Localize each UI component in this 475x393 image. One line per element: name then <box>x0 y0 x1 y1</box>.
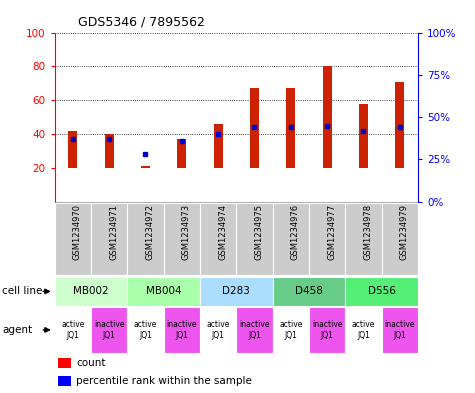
Bar <box>55 277 127 306</box>
Bar <box>127 307 163 353</box>
Text: GSM1234973: GSM1234973 <box>182 204 191 261</box>
Bar <box>309 307 345 353</box>
Bar <box>177 139 186 168</box>
Text: D283: D283 <box>222 286 250 296</box>
Text: GSM1234974: GSM1234974 <box>218 204 227 260</box>
Bar <box>250 88 259 168</box>
Bar <box>359 104 368 168</box>
Text: active
JQ1: active JQ1 <box>279 320 303 340</box>
Text: percentile rank within the sample: percentile rank within the sample <box>76 376 252 386</box>
Bar <box>273 277 345 306</box>
Text: GSM1234978: GSM1234978 <box>363 204 372 261</box>
Bar <box>104 134 114 168</box>
Text: GSM1234972: GSM1234972 <box>145 204 154 260</box>
Bar <box>345 203 381 275</box>
Bar <box>309 203 345 275</box>
Bar <box>58 376 71 386</box>
Text: D458: D458 <box>295 286 323 296</box>
Bar <box>163 203 200 275</box>
Text: MB002: MB002 <box>73 286 109 296</box>
Bar <box>395 82 404 168</box>
Text: GSM1234979: GSM1234979 <box>400 204 409 260</box>
Text: D556: D556 <box>368 286 396 296</box>
Bar <box>345 307 381 353</box>
Text: inactive
JQ1: inactive JQ1 <box>385 320 415 340</box>
Text: GSM1234971: GSM1234971 <box>109 204 118 260</box>
Bar <box>127 203 163 275</box>
Bar <box>127 277 200 306</box>
Text: count: count <box>76 358 106 368</box>
Text: active
JQ1: active JQ1 <box>352 320 375 340</box>
Text: active
JQ1: active JQ1 <box>134 320 157 340</box>
Bar <box>381 307 418 353</box>
Bar <box>200 277 273 306</box>
Text: GSM1234970: GSM1234970 <box>73 204 82 260</box>
Bar <box>237 203 273 275</box>
Bar <box>91 203 127 275</box>
Bar <box>345 277 418 306</box>
Text: inactive
JQ1: inactive JQ1 <box>312 320 342 340</box>
Bar <box>273 307 309 353</box>
Bar <box>286 88 295 168</box>
Bar <box>200 307 237 353</box>
Bar <box>200 203 237 275</box>
Bar <box>237 307 273 353</box>
Text: inactive
JQ1: inactive JQ1 <box>239 320 270 340</box>
Text: active
JQ1: active JQ1 <box>61 320 85 340</box>
Bar <box>214 124 223 168</box>
Text: GDS5346 / 7895562: GDS5346 / 7895562 <box>78 16 205 29</box>
Bar <box>58 358 71 368</box>
Bar <box>91 307 127 353</box>
Bar <box>68 130 77 168</box>
Bar <box>163 307 200 353</box>
Bar <box>55 307 91 353</box>
Text: GSM1234977: GSM1234977 <box>327 204 336 261</box>
Text: MB004: MB004 <box>146 286 181 296</box>
Bar <box>141 166 150 168</box>
Bar <box>273 203 309 275</box>
Text: agent: agent <box>2 325 32 335</box>
Bar <box>55 203 91 275</box>
Bar <box>381 203 418 275</box>
Text: GSM1234976: GSM1234976 <box>291 204 300 261</box>
Text: active
JQ1: active JQ1 <box>207 320 230 340</box>
Text: cell line: cell line <box>2 286 43 296</box>
Bar <box>323 66 332 168</box>
Text: inactive
JQ1: inactive JQ1 <box>167 320 197 340</box>
Text: inactive
JQ1: inactive JQ1 <box>94 320 124 340</box>
Text: GSM1234975: GSM1234975 <box>255 204 264 260</box>
